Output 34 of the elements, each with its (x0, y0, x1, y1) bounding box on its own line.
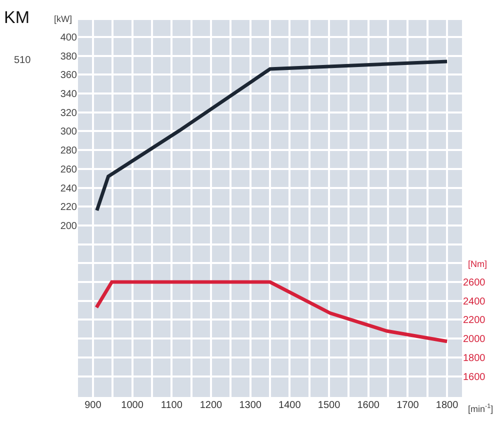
x-tick-label: 1300 (239, 400, 262, 411)
x-axis-title: [min$^{-1}$] (468, 403, 494, 414)
line-series (94, 280, 449, 344)
x-tick-label: 1800 (436, 400, 459, 411)
y2-axis-title: [Nm] (468, 259, 487, 269)
y2-tick-label: 2600 (463, 278, 486, 289)
y2-tick-label: 1800 (463, 352, 486, 364)
y2-tick-label: 1600 (463, 372, 486, 383)
y-tick-label: 360 (60, 70, 78, 82)
x-tick-label: 1100 (160, 400, 183, 411)
line-series (95, 60, 449, 212)
x-tick-label: 1000 (121, 400, 144, 411)
y-tick-label: 320 (60, 108, 78, 119)
y-tick-label: 300 (60, 126, 78, 138)
text: 510 (14, 55, 32, 66)
x-tick-label: 1500 (318, 400, 341, 411)
text: KM (4, 8, 30, 27)
x-tick-label: 900 (84, 400, 102, 411)
y-tick-label: 240 (60, 183, 78, 194)
y-tick-label: 260 (60, 164, 78, 176)
y2-tick-label: 2400 (463, 296, 486, 308)
x-tick-label: 1400 (278, 400, 302, 411)
x-tick-label: 1700 (396, 400, 420, 411)
y-tick-label: 400 (60, 32, 78, 44)
y-tick-label: 380 (60, 51, 78, 62)
y2-tick-label: 2000 (463, 334, 486, 346)
y-axis-title: [kW] (54, 14, 72, 24)
y-tick-label: 280 (60, 146, 78, 157)
y-tick-label: 220 (60, 202, 78, 214)
y-tick-label: 340 (60, 89, 78, 100)
y-tick-label: 200 (60, 220, 78, 232)
x-tick-label: 1600 (357, 400, 380, 411)
x-tick-label: 1200 (200, 400, 223, 411)
y2-tick-label: 2200 (463, 315, 486, 326)
